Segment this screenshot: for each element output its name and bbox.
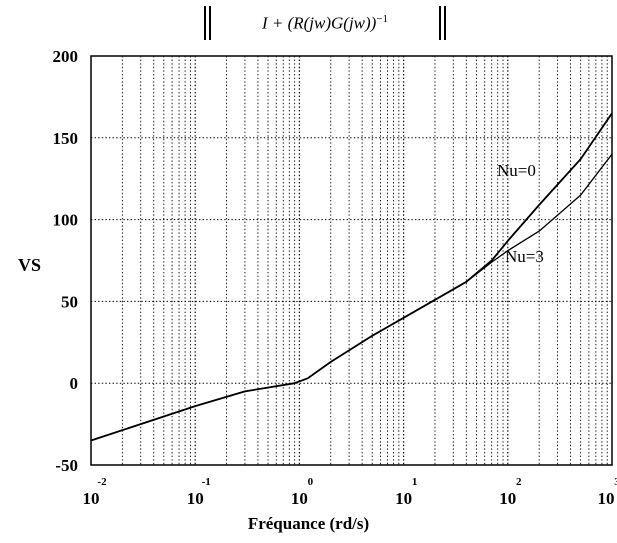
y-axis-label: VS bbox=[18, 255, 42, 275]
x-tick-label-exponent: 1 bbox=[412, 476, 418, 488]
series-annotation: Nu=3 bbox=[505, 247, 544, 266]
series-line-2 bbox=[90, 153, 613, 442]
grid-lines bbox=[91, 56, 612, 465]
y-tick-label: -50 bbox=[55, 456, 78, 475]
x-tick-label-exponent: -1 bbox=[202, 476, 211, 488]
chart-title-text: I + (R(jw)G(jw))−1 bbox=[261, 13, 389, 33]
y-tick-label: 0 bbox=[70, 374, 79, 393]
y-tick-label: 150 bbox=[53, 129, 79, 148]
x-tick-label-base: 10 bbox=[187, 489, 204, 508]
x-tick-label-base: 10 bbox=[499, 489, 516, 508]
x-tick-label-exponent: 0 bbox=[308, 476, 314, 488]
x-tick-label-base: 10 bbox=[598, 489, 615, 508]
x-tick-label-base: 10 bbox=[395, 489, 412, 508]
x-tick-label-exponent: 3 bbox=[614, 476, 617, 488]
series-lines bbox=[90, 112, 613, 442]
x-axis-label: Fréquance (rd/s) bbox=[247, 514, 370, 533]
x-tick-label-exponent: 2 bbox=[516, 476, 522, 488]
series-annotation: Nu=0 bbox=[497, 161, 536, 180]
y-axis-ticks: 200 150 100 50 0 -50 bbox=[53, 47, 79, 475]
plot-frame bbox=[90, 55, 613, 466]
y-tick-label: 200 bbox=[53, 47, 79, 66]
y-tick-label: 50 bbox=[61, 292, 78, 311]
y-tick-label: 100 bbox=[53, 211, 79, 230]
x-tick-label-exponent: -2 bbox=[97, 476, 107, 488]
x-tick-label-base: 10 bbox=[83, 489, 100, 508]
chart-title: I + (R(jw)G(jw))−1 bbox=[204, 6, 446, 40]
x-tick-label-base: 10 bbox=[291, 489, 308, 508]
annotations: Nu=0 Nu=3 bbox=[497, 161, 544, 266]
